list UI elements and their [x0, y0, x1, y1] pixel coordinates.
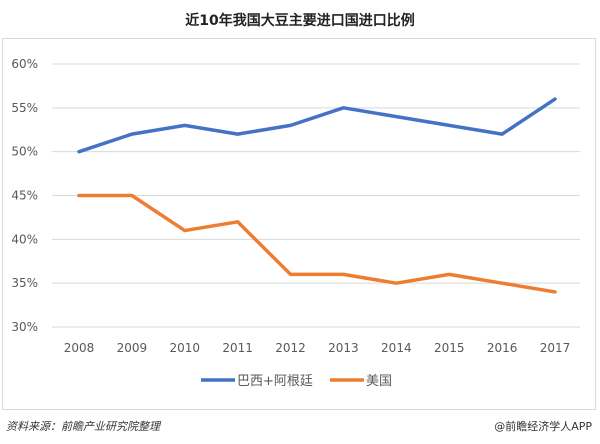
legend-label: 美国 [366, 374, 392, 389]
y-tick-label: 60% [11, 57, 38, 71]
x-tick-label: 2012 [275, 341, 306, 355]
x-tick-label: 2013 [328, 341, 359, 355]
x-tick-label: 2010 [170, 341, 201, 355]
x-tick-label: 2015 [434, 341, 465, 355]
x-tick-label: 2016 [487, 341, 518, 355]
series-line-0 [77, 97, 557, 154]
series-line-1 [77, 193, 557, 294]
y-tick-label: 30% [11, 320, 38, 334]
x-tick-label: 2017 [540, 341, 571, 355]
x-tick-label: 2008 [64, 341, 95, 355]
legend-label: 巴西+阿根廷 [237, 374, 313, 389]
y-tick-label: 50% [11, 145, 38, 159]
credit: @前瞻经济学人APP [494, 420, 592, 433]
chart-title: 近10年我国大豆主要进口国进口比例 [185, 13, 415, 29]
y-tick-label: 55% [11, 101, 38, 115]
y-tick-label: 35% [11, 276, 38, 290]
chart-frame [2, 38, 596, 410]
source-note: 资料来源：前瞻产业研究院整理 [6, 420, 160, 433]
x-tick-label: 2011 [222, 341, 253, 355]
y-tick-label: 45% [11, 189, 38, 203]
y-tick-label: 40% [11, 232, 38, 246]
x-tick-label: 2014 [381, 341, 412, 355]
x-tick-label: 2009 [117, 341, 148, 355]
